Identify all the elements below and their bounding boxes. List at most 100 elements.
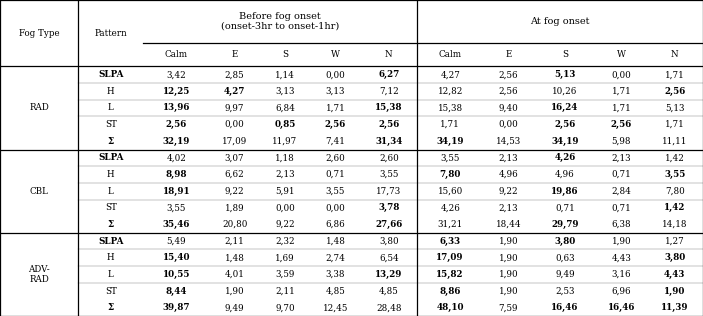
Text: 2,84: 2,84 xyxy=(612,187,631,196)
Text: 14,18: 14,18 xyxy=(662,220,688,229)
Text: 15,82: 15,82 xyxy=(437,270,464,279)
Text: 1,90: 1,90 xyxy=(498,253,518,262)
Text: 16,46: 16,46 xyxy=(551,303,579,312)
Text: 9,22: 9,22 xyxy=(225,187,245,196)
Text: 2,60: 2,60 xyxy=(325,153,345,162)
Text: ST: ST xyxy=(105,203,117,212)
Text: H: H xyxy=(107,253,115,262)
Text: 3,55: 3,55 xyxy=(325,187,345,196)
Text: 8,86: 8,86 xyxy=(439,287,460,295)
Text: 1,71: 1,71 xyxy=(665,70,685,79)
Text: 1,71: 1,71 xyxy=(325,103,345,112)
Text: 34,19: 34,19 xyxy=(551,137,579,146)
Text: 3,78: 3,78 xyxy=(378,203,399,212)
Text: 2,85: 2,85 xyxy=(225,70,245,79)
Text: 3,13: 3,13 xyxy=(276,87,295,96)
Text: 17,09: 17,09 xyxy=(437,253,464,262)
Text: Σ: Σ xyxy=(108,220,114,229)
Text: 0,71: 0,71 xyxy=(612,170,631,179)
Text: SLPA: SLPA xyxy=(98,237,124,246)
Text: 2,13: 2,13 xyxy=(498,153,518,162)
Text: 2,56: 2,56 xyxy=(611,120,632,129)
Text: 0,71: 0,71 xyxy=(612,203,631,212)
Text: S: S xyxy=(282,50,288,59)
Text: 7,80: 7,80 xyxy=(439,170,460,179)
Text: 5,13: 5,13 xyxy=(554,70,576,79)
Text: 0,00: 0,00 xyxy=(225,120,245,129)
Text: 4,27: 4,27 xyxy=(440,70,460,79)
Text: 6,84: 6,84 xyxy=(275,103,295,112)
Text: 13,96: 13,96 xyxy=(162,103,190,112)
Text: 9,49: 9,49 xyxy=(225,303,245,312)
Text: 11,97: 11,97 xyxy=(272,137,297,146)
Text: 18,44: 18,44 xyxy=(496,220,521,229)
Text: 39,87: 39,87 xyxy=(162,303,190,312)
Text: 2,56: 2,56 xyxy=(498,87,518,96)
Text: 2,11: 2,11 xyxy=(275,287,295,295)
Text: L: L xyxy=(108,103,114,112)
Text: 0,00: 0,00 xyxy=(498,120,518,129)
Text: 2,13: 2,13 xyxy=(275,170,295,179)
Text: 15,40: 15,40 xyxy=(162,253,190,262)
Text: 2,74: 2,74 xyxy=(325,253,345,262)
Text: 3,55: 3,55 xyxy=(441,153,460,162)
Text: 1,90: 1,90 xyxy=(664,287,685,295)
Text: Calm: Calm xyxy=(439,50,462,59)
Text: H: H xyxy=(107,87,115,96)
Text: 4,01: 4,01 xyxy=(225,270,245,279)
Text: 1,71: 1,71 xyxy=(612,87,631,96)
Text: 3,80: 3,80 xyxy=(664,253,685,262)
Text: 1,71: 1,71 xyxy=(612,103,631,112)
Text: 2,56: 2,56 xyxy=(166,120,187,129)
Text: 15,38: 15,38 xyxy=(437,103,463,112)
Text: 6,27: 6,27 xyxy=(378,70,399,79)
Text: 5,49: 5,49 xyxy=(167,237,186,246)
Text: 11,39: 11,39 xyxy=(661,303,688,312)
Text: 20,80: 20,80 xyxy=(222,220,247,229)
Text: Σ: Σ xyxy=(108,137,114,146)
Text: 0,71: 0,71 xyxy=(555,203,575,212)
Text: 4,26: 4,26 xyxy=(554,153,576,162)
Text: 3,55: 3,55 xyxy=(379,170,399,179)
Text: 4,26: 4,26 xyxy=(440,203,460,212)
Text: 17,73: 17,73 xyxy=(376,187,401,196)
Text: 0,85: 0,85 xyxy=(274,120,296,129)
Text: 48,10: 48,10 xyxy=(437,303,464,312)
Text: 4,85: 4,85 xyxy=(379,287,399,295)
Text: 3,07: 3,07 xyxy=(225,153,245,162)
Text: 2,56: 2,56 xyxy=(554,120,576,129)
Text: 1,27: 1,27 xyxy=(665,237,685,246)
Text: 3,80: 3,80 xyxy=(379,237,399,246)
Text: Pattern: Pattern xyxy=(94,29,127,38)
Text: 15,38: 15,38 xyxy=(375,103,403,112)
Text: 0,00: 0,00 xyxy=(325,203,345,212)
Text: 1,89: 1,89 xyxy=(225,203,245,212)
Text: ST: ST xyxy=(105,287,117,295)
Text: W: W xyxy=(331,50,340,59)
Text: 1,71: 1,71 xyxy=(440,120,460,129)
Text: 17,09: 17,09 xyxy=(222,137,247,146)
Text: 2,11: 2,11 xyxy=(225,237,245,246)
Text: 9,40: 9,40 xyxy=(498,103,518,112)
Text: 10,55: 10,55 xyxy=(162,270,190,279)
Text: 31,34: 31,34 xyxy=(375,137,403,146)
Text: S: S xyxy=(562,50,568,59)
Text: 15,60: 15,60 xyxy=(437,187,463,196)
Text: 7,12: 7,12 xyxy=(379,87,399,96)
Text: 32,19: 32,19 xyxy=(162,137,190,146)
Text: 6,33: 6,33 xyxy=(439,237,460,246)
Text: 1,90: 1,90 xyxy=(498,287,518,295)
Text: 4,43: 4,43 xyxy=(664,270,685,279)
Text: Σ: Σ xyxy=(108,303,114,312)
Text: 0,00: 0,00 xyxy=(325,70,345,79)
Text: W: W xyxy=(617,50,626,59)
Text: 2,13: 2,13 xyxy=(498,203,518,212)
Text: 10,26: 10,26 xyxy=(552,87,578,96)
Text: 1,71: 1,71 xyxy=(665,120,685,129)
Text: 6,38: 6,38 xyxy=(612,220,631,229)
Text: E: E xyxy=(505,50,512,59)
Text: 2,56: 2,56 xyxy=(498,70,518,79)
Text: 34,19: 34,19 xyxy=(437,137,464,146)
Text: 3,16: 3,16 xyxy=(612,270,631,279)
Text: 9,22: 9,22 xyxy=(275,220,295,229)
